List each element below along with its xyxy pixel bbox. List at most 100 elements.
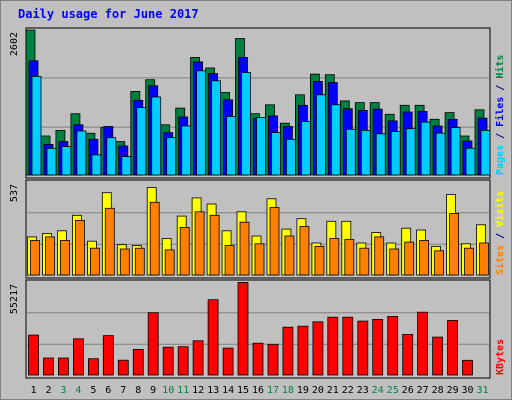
bar-sites-day-25 bbox=[389, 248, 400, 276]
bar-pages-day-12 bbox=[196, 70, 207, 176]
bar-pages-day-7 bbox=[121, 156, 132, 176]
bar-kbytes-day-3 bbox=[58, 357, 69, 376]
bar-kbytes-day-17 bbox=[267, 343, 279, 376]
bar-sites-day-5 bbox=[90, 247, 100, 276]
bar-sites-day-17 bbox=[269, 207, 280, 276]
bar-sites-day-31 bbox=[479, 242, 489, 276]
bar-kbytes-day-10 bbox=[162, 346, 174, 376]
bar-kbytes-day-8 bbox=[132, 348, 144, 376]
bar-sites-day-14 bbox=[224, 245, 235, 276]
ymax-label-hits-files-pages: 2602 bbox=[9, 32, 20, 56]
bar-kbytes-day-4 bbox=[73, 338, 84, 376]
day-label-16: 16 bbox=[252, 385, 264, 396]
bar-pages-day-18 bbox=[285, 138, 296, 176]
bar-kbytes-day-11 bbox=[177, 346, 189, 376]
bar-pages-day-25 bbox=[390, 131, 401, 176]
bar-pages-day-20 bbox=[315, 94, 326, 176]
bar-pages-day-8 bbox=[136, 107, 147, 176]
legend-part-hits-files-pages-3: / bbox=[495, 79, 506, 97]
bar-sites-day-2 bbox=[45, 236, 55, 276]
bar-kbytes-day-12 bbox=[192, 340, 204, 376]
bar-sites-day-6 bbox=[104, 207, 115, 276]
bar-kbytes-day-16 bbox=[252, 342, 264, 376]
day-label-6: 6 bbox=[105, 385, 111, 396]
bar-pages-day-31 bbox=[480, 129, 491, 176]
bar-kbytes-day-26 bbox=[402, 333, 414, 376]
day-label-24: 24 bbox=[372, 385, 384, 396]
bar-sites-day-21 bbox=[329, 238, 340, 276]
ymax-label-visits-sites: 537 bbox=[9, 184, 20, 202]
bar-kbytes-day-5 bbox=[88, 358, 99, 376]
legend-part-kbytes-0: KBytes bbox=[495, 339, 506, 375]
day-label-31: 31 bbox=[476, 385, 488, 396]
bar-pages-day-6 bbox=[106, 137, 117, 176]
day-label-3: 3 bbox=[60, 385, 66, 396]
bar-sites-day-24 bbox=[374, 236, 385, 276]
bar-kbytes-day-9 bbox=[147, 312, 159, 376]
side-legend-visits-sites: Sites / Visits bbox=[494, 191, 506, 275]
bar-sites-day-27 bbox=[419, 239, 430, 276]
side-legend-hits-files-pages: Pages / Files / Hits bbox=[494, 55, 506, 175]
bar-kbytes-day-6 bbox=[102, 335, 114, 376]
bar-sites-day-23 bbox=[359, 247, 370, 276]
day-label-25: 25 bbox=[387, 385, 399, 396]
bar-pages-day-11 bbox=[181, 125, 192, 176]
bar-sites-day-13 bbox=[209, 214, 220, 276]
side-legend-kbytes: KBytes bbox=[495, 339, 506, 375]
day-label-26: 26 bbox=[402, 385, 414, 396]
day-label-10: 10 bbox=[162, 385, 174, 396]
bar-kbytes-day-30 bbox=[462, 359, 473, 376]
bar-pages-day-29 bbox=[450, 127, 461, 176]
bar-pages-day-13 bbox=[211, 80, 222, 176]
bar-pages-day-26 bbox=[405, 128, 416, 176]
bar-pages-day-9 bbox=[151, 96, 162, 176]
bar-sites-day-11 bbox=[179, 226, 190, 276]
day-label-2: 2 bbox=[45, 385, 51, 396]
day-label-11: 11 bbox=[177, 385, 189, 396]
legend-part-visits-sites-1: / bbox=[495, 227, 506, 245]
bar-kbytes-day-24 bbox=[372, 318, 384, 376]
bar-pages-day-22 bbox=[345, 128, 356, 176]
bar-sites-day-10 bbox=[164, 249, 175, 276]
bar-sites-day-20 bbox=[314, 245, 325, 276]
bar-kbytes-day-27 bbox=[417, 311, 429, 376]
day-label-20: 20 bbox=[312, 385, 324, 396]
bar-kbytes-day-20 bbox=[312, 321, 324, 376]
bar-pages-day-30 bbox=[465, 147, 476, 176]
bar-pages-day-24 bbox=[375, 133, 386, 176]
bar-kbytes-day-13 bbox=[207, 299, 219, 376]
day-label-13: 13 bbox=[207, 385, 219, 396]
bar-sites-day-8 bbox=[134, 247, 145, 276]
day-label-12: 12 bbox=[192, 385, 204, 396]
bar-pages-day-17 bbox=[271, 132, 281, 176]
day-label-22: 22 bbox=[342, 385, 354, 396]
bar-pages-day-3 bbox=[61, 146, 72, 176]
bar-kbytes-day-29 bbox=[447, 319, 459, 376]
bar-pages-day-14 bbox=[226, 116, 237, 176]
bar-kbytes-day-7 bbox=[117, 359, 129, 376]
chart-title: Daily usage for June 2017 bbox=[18, 7, 199, 21]
bar-pages-day-23 bbox=[360, 129, 371, 176]
bar-sites-day-30 bbox=[464, 247, 474, 276]
day-label-30: 30 bbox=[461, 385, 473, 396]
day-label-14: 14 bbox=[222, 385, 234, 396]
bar-kbytes-day-2 bbox=[43, 357, 54, 376]
legend-part-hits-files-pages-1: / bbox=[495, 127, 506, 145]
bar-sites-day-28 bbox=[434, 250, 445, 276]
ymax-label-kbytes: 55217 bbox=[9, 284, 20, 314]
bar-sites-day-1 bbox=[30, 239, 40, 276]
bar-sites-day-29 bbox=[449, 213, 460, 276]
bar-pages-day-27 bbox=[420, 121, 431, 176]
day-label-19: 19 bbox=[297, 385, 309, 396]
day-label-1: 1 bbox=[30, 385, 36, 396]
bar-sites-day-26 bbox=[404, 241, 415, 276]
day-label-5: 5 bbox=[90, 385, 96, 396]
legend-part-hits-files-pages-4: Hits bbox=[494, 55, 506, 79]
bar-sites-day-3 bbox=[60, 239, 70, 276]
bar-kbytes-day-14 bbox=[222, 347, 234, 376]
legend-part-visits-sites-2: Visits bbox=[494, 191, 506, 227]
bar-pages-day-15 bbox=[241, 72, 251, 176]
day-label-17: 17 bbox=[267, 385, 279, 396]
bar-sites-day-9 bbox=[149, 201, 160, 276]
bar-kbytes-day-22 bbox=[342, 316, 354, 376]
